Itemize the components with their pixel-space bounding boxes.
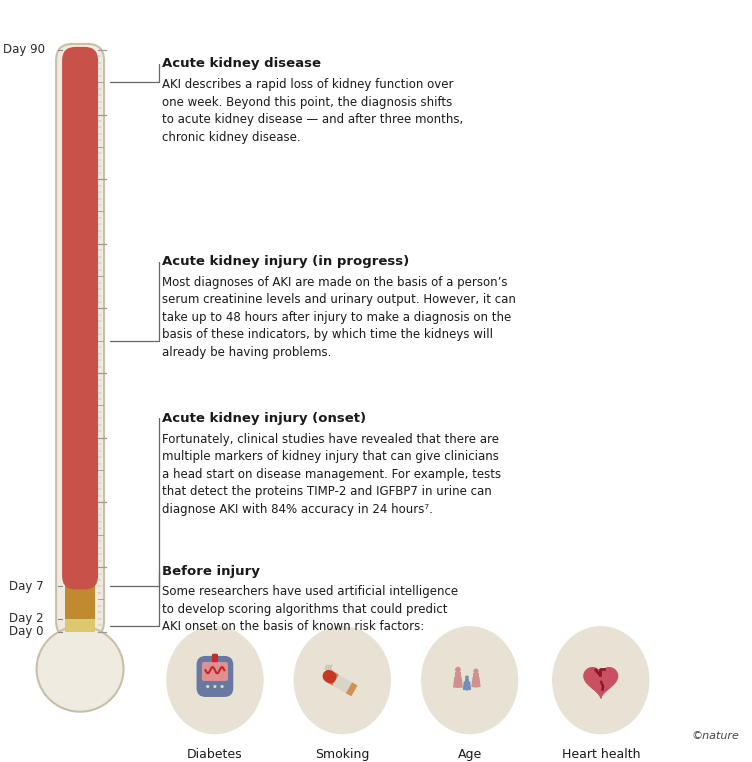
Text: Some researchers have used artificial intelligence
to develop scoring algorithms: Some researchers have used artificial in… bbox=[162, 585, 459, 633]
Circle shape bbox=[465, 675, 469, 680]
Ellipse shape bbox=[552, 626, 650, 735]
FancyBboxPatch shape bbox=[62, 47, 98, 590]
Bar bbox=[65, 619, 95, 632]
Bar bbox=[65, 587, 95, 619]
Text: Smoking: Smoking bbox=[315, 748, 369, 760]
Bar bbox=[473, 674, 479, 680]
Ellipse shape bbox=[293, 626, 391, 735]
Text: Most diagnoses of AKI are made on the basis of a person’s
serum creatinine level: Most diagnoses of AKI are made on the ba… bbox=[162, 276, 517, 359]
Circle shape bbox=[220, 685, 223, 688]
Circle shape bbox=[455, 667, 461, 673]
Text: ©nature: ©nature bbox=[692, 732, 739, 741]
Circle shape bbox=[206, 685, 209, 688]
Bar bbox=[455, 672, 461, 680]
Circle shape bbox=[214, 685, 217, 688]
Text: Diabetes: Diabetes bbox=[187, 748, 243, 760]
Text: AKI describes a rapid loss of kidney function over
one week. Beyond this point, : AKI describes a rapid loss of kidney fun… bbox=[162, 78, 464, 144]
Text: Age: Age bbox=[457, 748, 482, 760]
Text: Day 90: Day 90 bbox=[3, 43, 45, 56]
Text: Day 0: Day 0 bbox=[9, 625, 44, 639]
Text: Fortunately, clinical studies have revealed that there are
multiple markers of k: Fortunately, clinical studies have revea… bbox=[162, 433, 502, 516]
Circle shape bbox=[473, 668, 478, 674]
Text: Day 2: Day 2 bbox=[9, 613, 44, 626]
Text: Day 7: Day 7 bbox=[9, 580, 44, 593]
FancyBboxPatch shape bbox=[196, 656, 233, 697]
FancyBboxPatch shape bbox=[56, 44, 104, 638]
Ellipse shape bbox=[166, 626, 264, 735]
Bar bbox=[465, 679, 469, 684]
Polygon shape bbox=[584, 668, 617, 698]
Ellipse shape bbox=[37, 626, 123, 712]
Text: Before injury: Before injury bbox=[162, 565, 260, 578]
FancyBboxPatch shape bbox=[202, 662, 228, 681]
Ellipse shape bbox=[421, 626, 518, 735]
Text: Heart health: Heart health bbox=[562, 748, 640, 760]
Text: Acute kidney injury (in progress): Acute kidney injury (in progress) bbox=[162, 255, 410, 268]
Text: Acute kidney disease: Acute kidney disease bbox=[162, 57, 321, 70]
Text: Acute kidney injury (onset): Acute kidney injury (onset) bbox=[162, 411, 366, 424]
FancyBboxPatch shape bbox=[212, 654, 218, 662]
